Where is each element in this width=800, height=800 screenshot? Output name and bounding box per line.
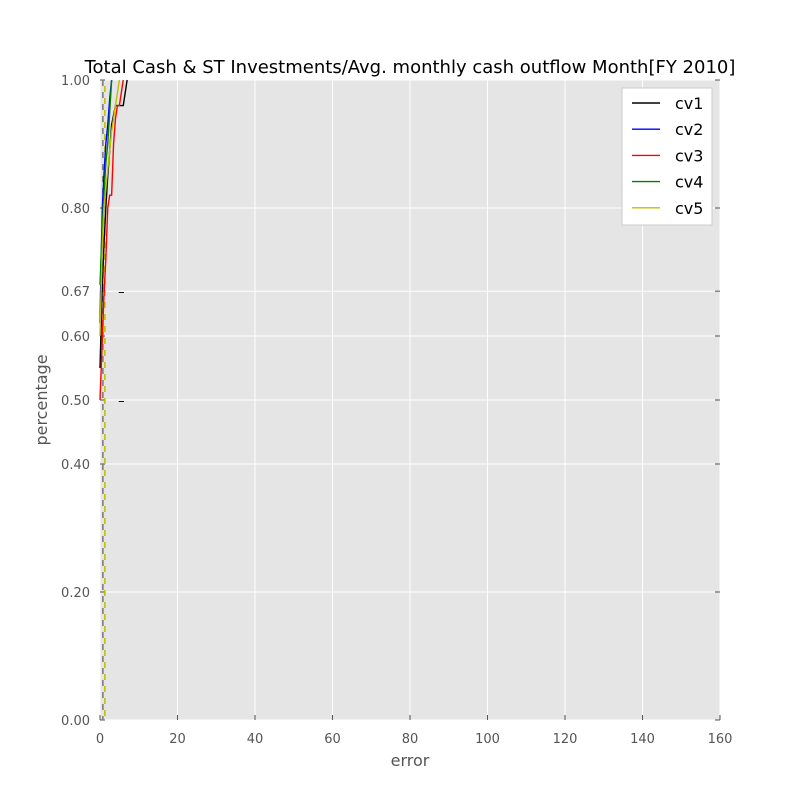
point-marker: – (118, 394, 125, 409)
x-tick-label: 120 (553, 732, 578, 747)
y-tick-label: 0.80 (61, 202, 90, 217)
y-tick-label: 0.67 (61, 285, 90, 300)
series-line-cv3 (99, 79, 124, 401)
legend-box (621, 87, 713, 226)
x-tick-label: 0 (96, 732, 104, 747)
legend-label-cv4: cv4 (675, 173, 703, 192)
series-lines (99, 79, 128, 401)
y-tick-label: 0.50 (61, 394, 90, 409)
legend-label-cv3: cv3 (675, 146, 703, 165)
series-line-cv5 (99, 79, 121, 337)
x-axis-label: error (391, 751, 430, 770)
y-tick-label: 0.40 (61, 458, 90, 473)
axis-ticks: 0 20 40 60 80 100 120 140 160 0.00 0.20 0.40 0.50 0.6… (61, 74, 732, 747)
y-tick-label: 0.60 (61, 330, 90, 345)
x-tick-label: 40 (247, 732, 264, 747)
chart-title: Total Cash & ST Investments/Avg. monthly… (84, 57, 736, 78)
point-markers: –– (118, 285, 125, 409)
legend: cv1 cv2 cv3 cv4 cv5 (621, 87, 713, 226)
x-tick-label: 100 (475, 732, 500, 747)
x-tick-label: 140 (630, 732, 655, 747)
x-tick-label: 60 (324, 732, 341, 747)
series-line-cv4 (99, 79, 113, 285)
legend-label-cv2: cv2 (675, 120, 703, 139)
legend-label-cv5: cv5 (675, 199, 703, 218)
x-tick-label: 20 (169, 732, 186, 747)
gridlines (99, 79, 721, 721)
point-marker: – (118, 285, 125, 300)
legend-label-cv1: cv1 (675, 94, 703, 113)
y-tick-label: 0.20 (61, 586, 90, 601)
y-axis-label: percentage (32, 354, 51, 445)
x-tick-label: 160 (708, 732, 733, 747)
x-tick-label: 80 (402, 732, 419, 747)
y-tick-label: 0.00 (61, 714, 90, 729)
y-tick-label: 1.00 (61, 74, 90, 89)
